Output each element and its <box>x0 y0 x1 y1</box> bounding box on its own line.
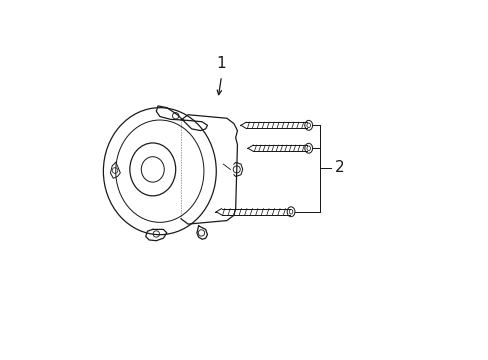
Ellipse shape <box>141 157 164 182</box>
Ellipse shape <box>304 120 312 130</box>
Text: 1: 1 <box>216 56 226 71</box>
Ellipse shape <box>286 207 294 217</box>
Text: 2: 2 <box>334 160 344 175</box>
Ellipse shape <box>304 143 312 153</box>
